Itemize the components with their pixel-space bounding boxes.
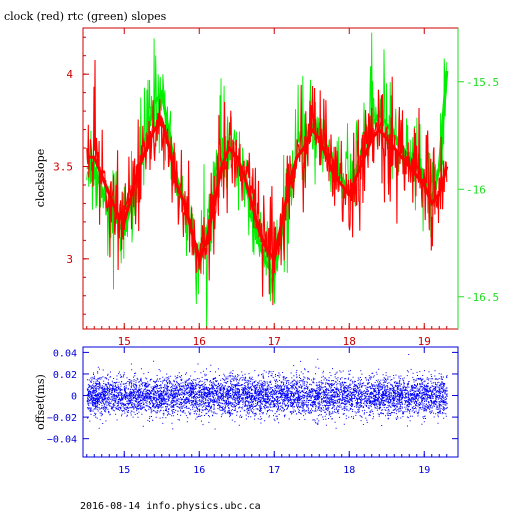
slopes-y-tick-label: 3.5: [53, 160, 73, 173]
offset-y-tick-label: −0.04: [47, 435, 77, 446]
offset-y-tick-label: 0.02: [53, 370, 77, 381]
slopes-right-tick-label: -15.5: [466, 76, 499, 89]
offset-ticks: 15 16 17 18 19 0.04 0.02 0 −0.02 −0.04: [47, 347, 458, 476]
clock-slope-line: [86, 59, 448, 306]
offset-x-tick-label: 19: [418, 465, 430, 476]
chart-title: clock (red) rtc (green) slopes: [4, 10, 167, 23]
offset-frame: [82, 346, 459, 458]
slopes-ticks: 15 16 17 18 19 3 3.5 4 -15.5 -16 -16.5: [53, 28, 499, 348]
offset-y-tick-label: −0.02: [47, 413, 77, 424]
clock-slope-trend: [86, 117, 449, 264]
offset-x-tick-label: 17: [268, 465, 280, 476]
offset-x-tick-label: 16: [193, 465, 205, 476]
offset-scatter-points: [86, 354, 448, 430]
slopes-right-tick-label: -16: [466, 183, 486, 196]
slopes-x-tick-label: 19: [418, 335, 431, 348]
offset-x-tick-label: 18: [343, 465, 355, 476]
offset-series-layer: [86, 354, 448, 430]
slopes-x-tick-label: 15: [118, 335, 131, 348]
slopes-y-tick-label: 4: [66, 68, 73, 81]
footer-credit: 2016-08-14 info.physics.ubc.ca: [80, 501, 261, 512]
offset-y-axis-label: offset(ms): [34, 374, 47, 430]
slopes-y-tick-label: 3: [66, 253, 73, 266]
slopes-x-tick-label: 17: [268, 335, 281, 348]
offset-y-tick-label: 0.04: [53, 348, 77, 359]
slopes-x-tick-label: 18: [343, 335, 356, 348]
offset-y-tick-label: 0: [71, 392, 77, 403]
slopes-x-tick-label: 16: [193, 335, 206, 348]
slopes-series-layer: [86, 32, 449, 329]
slopes-y-axis-label: clockslope: [34, 149, 47, 207]
slopes-panel: 15 16 17 18 19 3 3.5 4 -15.5 -16 -16.5 clockslope: [34, 27, 499, 348]
slopes-right-tick-label: -16.5: [466, 291, 499, 304]
offset-panel: 15 16 17 18 19 0.04 0.02 0 −0.02 −0.04 offset(ms): [34, 346, 459, 476]
offset-x-tick-label: 15: [118, 465, 130, 476]
